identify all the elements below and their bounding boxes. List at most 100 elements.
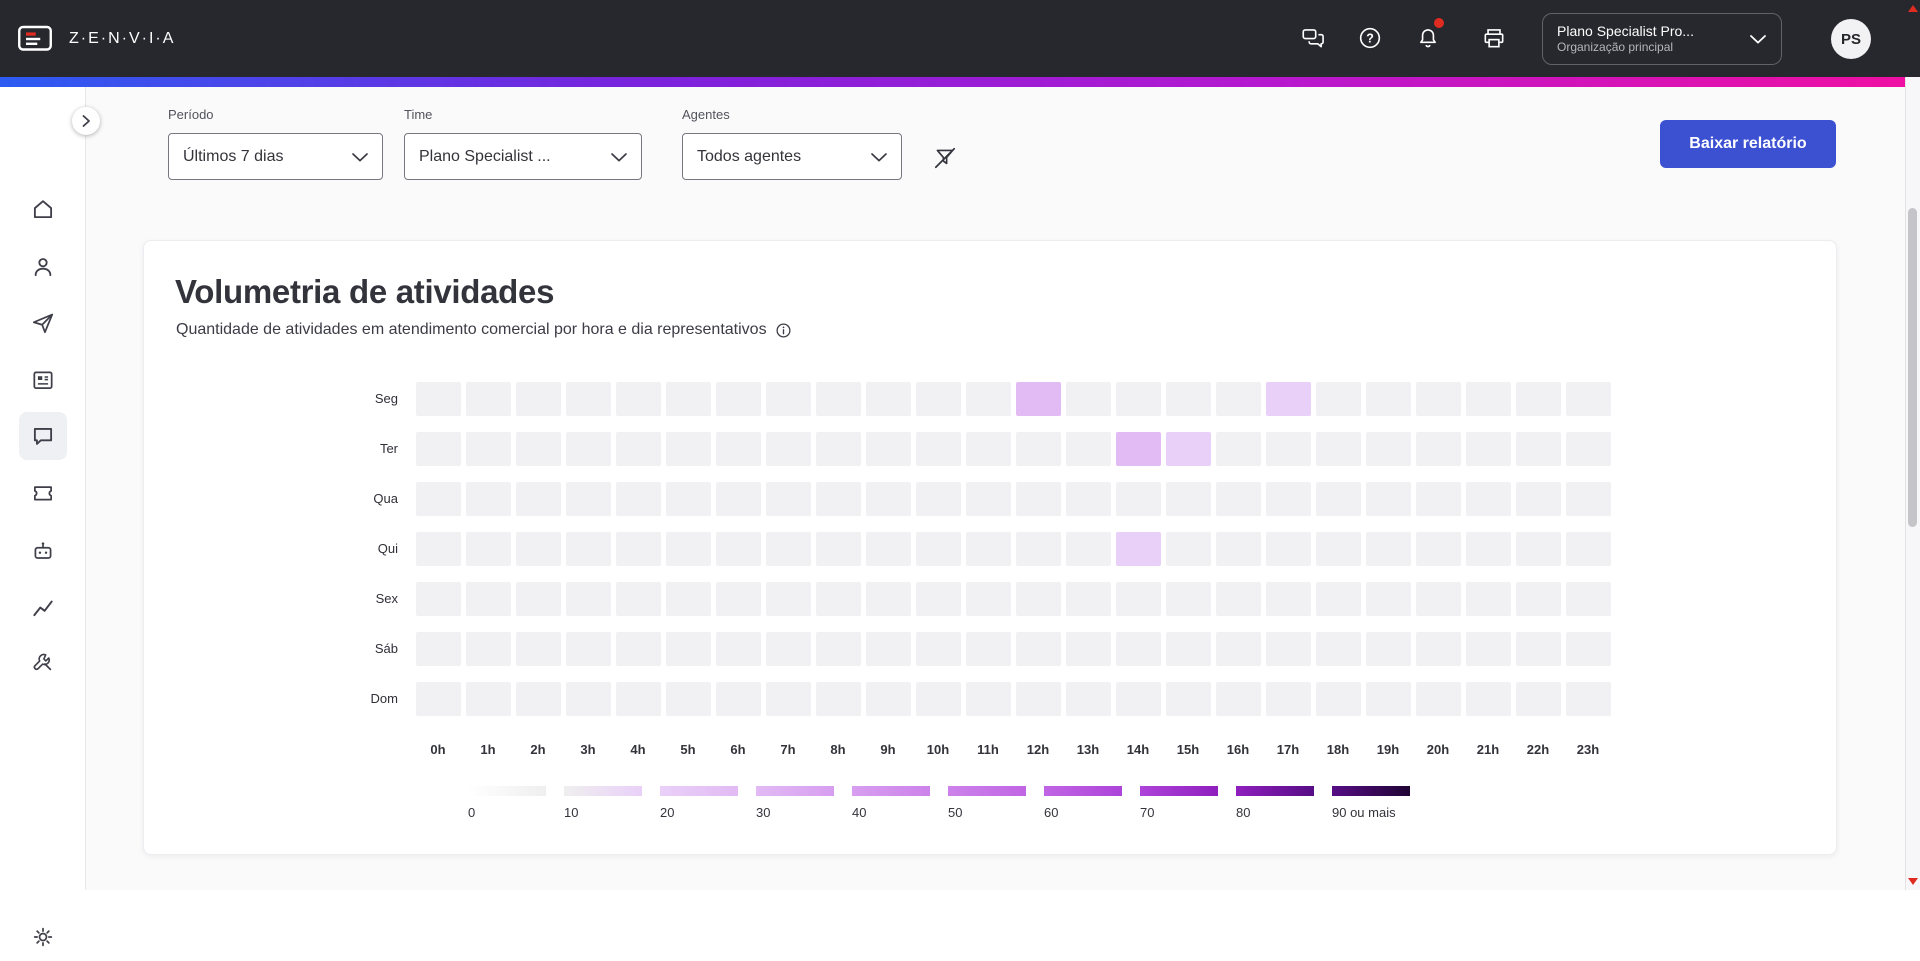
heatmap-cell-Qua-7h xyxy=(766,482,811,516)
heatmap-cell-Sex-15h xyxy=(1166,582,1211,616)
hour-label-5h: 5h xyxy=(680,742,696,757)
heatmap-cell-Dom-18h xyxy=(1316,682,1361,716)
sidebar-item-home[interactable] xyxy=(19,185,67,233)
legend-swatch xyxy=(1044,786,1122,796)
heatmap-cell-Qua-14h xyxy=(1116,482,1161,516)
heatmap-cell-Sáb-16h xyxy=(1216,632,1261,666)
sidebar-item-bot[interactable] xyxy=(19,527,67,575)
heatmap-cell-Qua-13h xyxy=(1066,482,1111,516)
heatmap-cell-Qui-4h xyxy=(616,532,661,566)
heatmap-cell-Qua-3h xyxy=(566,482,611,516)
legend-label: 40 xyxy=(852,805,867,820)
heatmap-cell-Sex-17h xyxy=(1266,582,1311,616)
heatmap-cell-Sex-7h xyxy=(766,582,811,616)
heatmap-cell-Dom-20h xyxy=(1416,682,1461,716)
vertical-scrollbar[interactable] xyxy=(1905,0,1920,890)
heatmap-cell-Seg-15h xyxy=(1166,382,1211,416)
heatmap-cell-Sex-23h xyxy=(1566,582,1611,616)
heatmap-cell-Sex-5h xyxy=(666,582,711,616)
help-icon[interactable]: ? xyxy=(1357,25,1383,51)
hour-label-14h: 14h xyxy=(1126,742,1150,757)
heatmap-cell-Qui-12h xyxy=(1016,532,1061,566)
scroll-down-arrow-icon[interactable] xyxy=(1908,878,1918,885)
time-select[interactable]: Plano Specialist ... xyxy=(404,133,642,180)
scroll-up-arrow-icon[interactable] xyxy=(1908,5,1918,12)
print-icon[interactable] xyxy=(1481,25,1507,51)
sidebar-item-news[interactable] xyxy=(19,356,67,404)
legend-swatch xyxy=(948,786,1026,796)
heatmap-cell-Seg-12h xyxy=(1016,382,1061,416)
heatmap-legend: 0 10 20 30 40 50 60 70 80 90 ou mais xyxy=(468,786,1428,820)
sidebar-item-contacts[interactable] xyxy=(19,243,67,291)
heatmap-cell-Sáb-23h xyxy=(1566,632,1611,666)
sidebar-item-reports[interactable] xyxy=(19,583,67,631)
zenvia-logo[interactable]: Z·E·N·V·I·A xyxy=(15,21,175,57)
user-avatar[interactable]: PS xyxy=(1831,19,1871,59)
heatmap-cell-Ter-13h xyxy=(1066,432,1111,466)
heatmap-cell-Dom-6h xyxy=(716,682,761,716)
heatmap-cell-Dom-2h xyxy=(516,682,561,716)
heatmap-cell-Ter-9h xyxy=(866,432,911,466)
sidebar-item-send[interactable] xyxy=(19,299,67,347)
legend-label: 80 xyxy=(1236,805,1251,820)
heatmap-cell-Qua-8h xyxy=(816,482,861,516)
heatmap-cell-Sáb-4h xyxy=(616,632,661,666)
heatmap-cell-Qua-6h xyxy=(716,482,761,516)
sidebar-item-tools[interactable] xyxy=(19,638,67,686)
legend-label: 10 xyxy=(564,805,579,820)
heatmap-cell-Seg-19h xyxy=(1366,382,1411,416)
periodo-select[interactable]: Últimos 7 dias xyxy=(168,133,383,180)
heatmap-cell-Qua-22h xyxy=(1516,482,1561,516)
zenvia-logo-icon xyxy=(18,25,52,51)
chevron-right-icon xyxy=(82,115,90,127)
heatmap-cell-Qua-18h xyxy=(1316,482,1361,516)
heatmap-cell-Ter-21h xyxy=(1466,432,1511,466)
heatmap-cell-Qui-0h xyxy=(416,532,461,566)
line-chart-icon xyxy=(33,600,53,617)
heatmap-cell-Ter-5h xyxy=(666,432,711,466)
info-icon[interactable] xyxy=(775,322,792,339)
hour-label-4h: 4h xyxy=(630,742,646,757)
heatmap-cell-Sex-21h xyxy=(1466,582,1511,616)
hour-label-10h: 10h xyxy=(926,742,950,757)
chevron-down-icon xyxy=(1750,34,1766,43)
heatmap-cell-Sex-19h xyxy=(1366,582,1411,616)
heatmap-cell-Ter-1h xyxy=(466,432,511,466)
organization-selector[interactable]: Plano Specialist Pro... Organização prin… xyxy=(1542,13,1782,65)
heatmap-cell-Sex-6h xyxy=(716,582,761,616)
heatmap-cell-Seg-9h xyxy=(866,382,911,416)
heatmap-cell-Sex-20h xyxy=(1416,582,1461,616)
legend-item-60: 60 xyxy=(1044,786,1140,820)
scrollbar-thumb[interactable] xyxy=(1908,208,1917,527)
clear-filters-icon[interactable] xyxy=(932,145,958,171)
download-report-button[interactable]: Baixar relatório xyxy=(1660,120,1836,168)
heatmap-cell-Qui-3h xyxy=(566,532,611,566)
conversations-icon[interactable] xyxy=(1300,25,1326,51)
heatmap-cell-Dom-13h xyxy=(1066,682,1111,716)
periodo-value: Últimos 7 dias xyxy=(183,147,284,165)
topbar: Z·E·N·V·I·A ? Plano Specialist Pro... Or… xyxy=(0,0,1905,77)
legend-label: 30 xyxy=(756,805,771,820)
sidebar-expand-button[interactable] xyxy=(72,107,100,135)
heatmap-cell-Seg-23h xyxy=(1566,382,1611,416)
sidebar-item-settings[interactable] xyxy=(19,913,67,961)
heatmap-cell-Qui-19h xyxy=(1366,532,1411,566)
legend-swatch xyxy=(468,786,546,796)
hour-label-9h: 9h xyxy=(880,742,896,757)
heatmap-cell-Dom-12h xyxy=(1016,682,1061,716)
activity-volume-card: Volumetria de atividades Quantidade de a… xyxy=(143,240,1837,855)
heatmap-cell-Dom-7h xyxy=(766,682,811,716)
svg-text:?: ? xyxy=(1366,32,1374,46)
agentes-select[interactable]: Todos agentes xyxy=(682,133,902,180)
heatmap-cell-Sáb-0h xyxy=(416,632,461,666)
heatmap-cell-Qua-12h xyxy=(1016,482,1061,516)
heatmap-cell-Sáb-22h xyxy=(1516,632,1561,666)
notifications-icon[interactable] xyxy=(1415,25,1441,51)
heatmap-cell-Dom-16h xyxy=(1216,682,1261,716)
heatmap-cell-Sáb-1h xyxy=(466,632,511,666)
heatmap-cell-Qui-2h xyxy=(516,532,561,566)
hour-label-21h: 21h xyxy=(1476,742,1500,757)
person-icon xyxy=(34,258,52,277)
sidebar-item-tickets[interactable] xyxy=(19,468,67,516)
sidebar-item-conversations[interactable] xyxy=(19,412,67,460)
